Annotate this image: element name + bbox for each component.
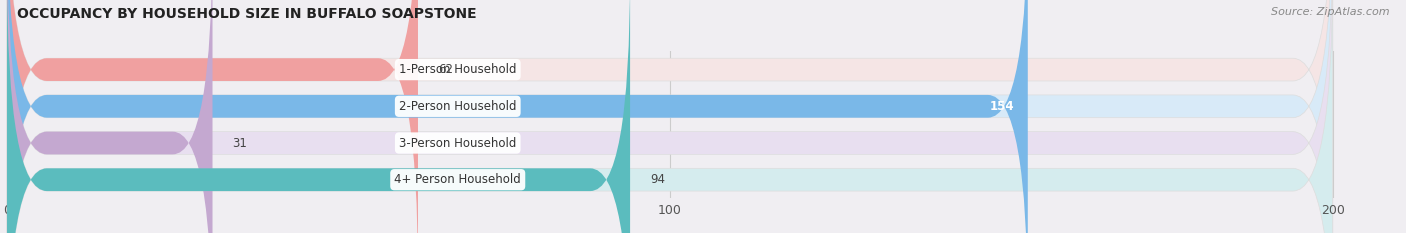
Text: Source: ZipAtlas.com: Source: ZipAtlas.com (1271, 7, 1389, 17)
Text: 62: 62 (437, 63, 453, 76)
Text: 94: 94 (650, 173, 665, 186)
FancyBboxPatch shape (7, 0, 212, 233)
Text: OCCUPANCY BY HOUSEHOLD SIZE IN BUFFALO SOAPSTONE: OCCUPANCY BY HOUSEHOLD SIZE IN BUFFALO S… (17, 7, 477, 21)
Text: 154: 154 (990, 100, 1015, 113)
FancyBboxPatch shape (7, 0, 1028, 233)
FancyBboxPatch shape (7, 0, 1333, 233)
Text: 3-Person Household: 3-Person Household (399, 137, 516, 150)
FancyBboxPatch shape (7, 0, 1333, 233)
FancyBboxPatch shape (7, 0, 630, 233)
Text: 1-Person Household: 1-Person Household (399, 63, 516, 76)
FancyBboxPatch shape (7, 0, 418, 233)
Text: 4+ Person Household: 4+ Person Household (394, 173, 522, 186)
Text: 31: 31 (232, 137, 247, 150)
Text: 2-Person Household: 2-Person Household (399, 100, 516, 113)
FancyBboxPatch shape (7, 0, 1333, 233)
FancyBboxPatch shape (7, 0, 1333, 233)
